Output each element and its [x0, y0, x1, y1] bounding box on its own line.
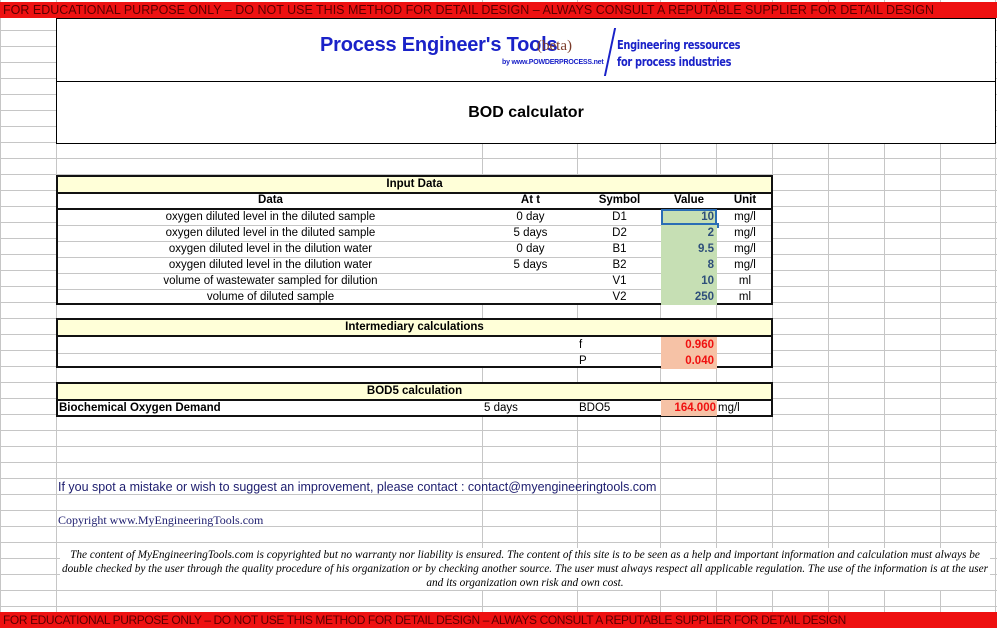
row-at-t: 5 days: [513, 227, 548, 239]
logo-tagline-line-1: Engineering ressources: [617, 38, 741, 52]
row-symbol: P: [579, 355, 587, 367]
bod5-section-title: BOD5 calculation: [58, 384, 771, 401]
bod-label: Biochemical Oxygen Demand: [59, 402, 221, 414]
grid-column-line: [56, 0, 57, 627]
logo-header: [56, 18, 996, 82]
header-data: Data: [258, 194, 283, 206]
contact-text: If you spot a mistake or wish to suggest…: [58, 480, 657, 494]
header-value: Value: [673, 194, 705, 206]
input-data-header-row: Data At t Symbol Value Unit: [58, 192, 771, 210]
grid-column-line: [940, 0, 941, 627]
input-data-section-title: Input Data: [58, 177, 771, 194]
row-at-t: 0 day: [516, 243, 545, 255]
table-row: volume of diluted sample V2 250 ml: [58, 289, 771, 305]
row-data-label: volume of diluted sample: [206, 291, 335, 303]
result-cell-f[interactable]: 0.960: [661, 337, 717, 353]
header-unit: Unit: [733, 194, 757, 206]
logo-tagline-line-2: for process industries: [617, 55, 732, 69]
warning-banner-bottom: FOR EDUCATIONAL PURPOSE ONLY – DO NOT US…: [0, 612, 997, 628]
row-symbol: D2: [612, 227, 627, 239]
bod5-result-cell[interactable]: 164.000: [661, 400, 717, 416]
input-cell-v1[interactable]: 10: [661, 273, 717, 289]
table-row: oxygen diluted level in the diluted samp…: [58, 209, 771, 226]
row-symbol: D1: [612, 211, 627, 223]
title-box: BOD calculator: [56, 81, 996, 144]
intermediary-section-title: Intermediary calculations: [58, 320, 771, 337]
row-data-label: oxygen diluted level in the diluted samp…: [165, 227, 376, 239]
bod-at-t: 5 days: [484, 402, 518, 414]
table-row: oxygen diluted level in the dilution wat…: [58, 257, 771, 274]
table-row: oxygen diluted level in the diluted samp…: [58, 225, 771, 242]
input-cell-d2[interactable]: 2: [661, 225, 717, 241]
row-data-label: oxygen diluted level in the dilution wat…: [168, 243, 373, 255]
row-unit: ml: [738, 275, 752, 287]
row-data-label: volume of wastewater sampled for dilutio…: [163, 275, 378, 287]
header-at-t: At t: [520, 194, 541, 206]
row-at-t: [483, 273, 578, 289]
row-symbol: V1: [612, 275, 627, 287]
input-cell-d1[interactable]: 10: [661, 209, 717, 225]
row-data-label: oxygen diluted level in the dilution wat…: [168, 259, 373, 271]
input-data-table: Input Data Data At t Symbol Value Unit o…: [56, 175, 773, 305]
logo-byline: by www.POWDERPROCESS.net: [502, 59, 604, 66]
table-row: oxygen diluted level in the dilution wat…: [58, 241, 771, 258]
row-unit: mg/l: [734, 211, 756, 223]
row-unit: mg/l: [734, 259, 756, 271]
grid-column-line: [828, 0, 829, 627]
input-cell-b1[interactable]: 9.5: [661, 241, 717, 257]
grid-column-line: [577, 0, 578, 627]
page-title: BOD calculator: [468, 104, 584, 121]
result-cell-p[interactable]: 0.040: [661, 353, 717, 369]
row-unit: mg/l: [734, 227, 756, 239]
row-symbol: V2: [612, 291, 627, 303]
logo-beta-tag: (beta): [537, 38, 572, 54]
row-data-label: oxygen diluted level in the diluted samp…: [165, 211, 376, 223]
row-at-t: 0 day: [516, 211, 545, 223]
row-symbol: B1: [612, 243, 627, 255]
row-unit: mg/l: [734, 243, 756, 255]
row-symbol: B2: [612, 259, 627, 271]
table-row: f 0.960: [58, 337, 771, 354]
logo-title: Process Engineer's Tools: [320, 34, 558, 56]
bod5-calculation-table: BOD5 calculation Biochemical Oxygen Dema…: [56, 382, 773, 417]
warning-banner-top: FOR EDUCATIONAL PURPOSE ONLY – DO NOT US…: [0, 2, 997, 18]
table-row: P 0.040: [58, 353, 771, 369]
grid-column-line: [482, 0, 483, 627]
table-row: volume of wastewater sampled for dilutio…: [58, 273, 771, 290]
disclaimer-text: The content of MyEngineeringTools.com is…: [60, 548, 990, 590]
logo-tagline: Engineering ressources for process indus…: [617, 37, 741, 71]
row-at-t: 5 days: [513, 259, 548, 271]
row-unit: ml: [738, 291, 752, 303]
grid-column-line: [772, 0, 773, 627]
input-cell-v2[interactable]: 250: [661, 289, 717, 305]
grid-column-line: [995, 0, 996, 627]
grid-column-line: [884, 0, 885, 627]
row-symbol: f: [579, 339, 583, 351]
header-symbol: Symbol: [598, 194, 641, 206]
bod-symbol: BDO5: [579, 402, 611, 414]
row-at-t: [483, 289, 578, 305]
grid-column-line: [660, 0, 661, 627]
intermediary-calculations-table: Intermediary calculations f 0.960 P 0.04…: [56, 318, 773, 369]
grid-column-line: [716, 0, 717, 627]
table-row: Biochemical Oxygen Demand 5 days BDO5 16…: [58, 400, 771, 416]
copyright-text: Copyright www.MyEngineeringTools.com: [58, 513, 264, 527]
input-cell-b2[interactable]: 8: [661, 257, 717, 273]
bod-unit: mg/l: [718, 402, 740, 414]
